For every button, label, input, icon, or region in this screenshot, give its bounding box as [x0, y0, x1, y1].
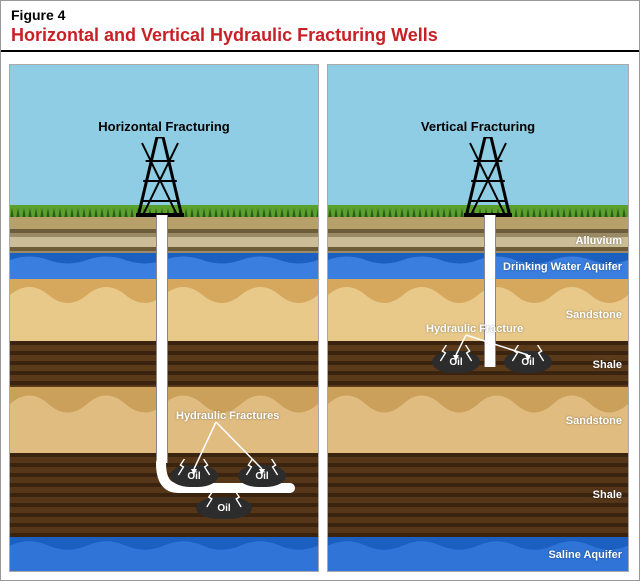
derrick-icon — [136, 137, 184, 217]
layer-saline_aquifer — [10, 537, 318, 571]
wellbore-vertical — [484, 215, 496, 367]
stratum-label: Sandstone — [566, 309, 622, 321]
stratum-label: Shale — [593, 359, 622, 371]
stratum-label: Saline Aquifer — [548, 549, 622, 561]
panel-vertical-fracturing: Vertical Fracturing Oil Oil Hydraulic Fra… — [327, 64, 629, 572]
panel-horizontal-fracturing: Horizontal Fracturing Oil Oil Oil Hydrau… — [9, 64, 319, 572]
oil-pocket: Oil — [504, 351, 552, 373]
stratum-label: Shale — [593, 489, 622, 501]
oil-pocket: Oil — [196, 497, 252, 519]
wellbore-vertical — [156, 215, 168, 463]
oil-pocket: Oil — [432, 351, 480, 373]
figure-title: Horizontal and Vertical Hydraulic Fractu… — [11, 25, 629, 46]
well-derrick — [136, 137, 184, 222]
stratum-label: Drinking Water Aquifer — [503, 261, 622, 273]
derrick-icon — [464, 137, 512, 217]
figure-header: Figure 4 Horizontal and Vertical Hydraul… — [1, 1, 639, 52]
fracture-callout-label: Hydraulic Fracture — [426, 323, 523, 335]
figure-number: Figure 4 — [11, 7, 629, 23]
well-derrick — [464, 137, 512, 222]
fracture-callout-label: Hydraulic Fractures — [176, 410, 279, 422]
figure-body: Horizontal Fracturing Oil Oil Oil Hydrau… — [1, 52, 639, 580]
figure-container: Figure 4 Horizontal and Vertical Hydraul… — [0, 0, 640, 581]
oil-pocket: Oil — [238, 465, 286, 487]
panel-title: Vertical Fracturing — [328, 119, 628, 134]
oil-pocket: Oil — [170, 465, 218, 487]
layer-shale2 — [328, 453, 628, 539]
stratum-label: Sandstone — [566, 415, 622, 427]
panel-title: Horizontal Fracturing — [10, 119, 318, 134]
stratum-label: Alluvium — [576, 235, 622, 247]
